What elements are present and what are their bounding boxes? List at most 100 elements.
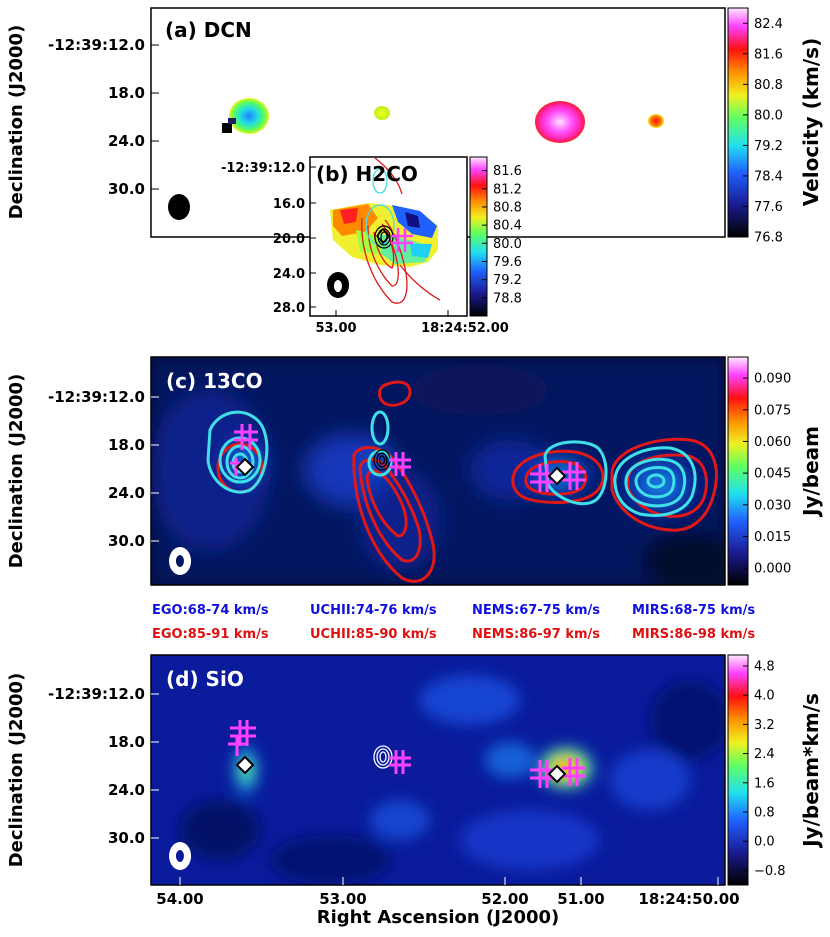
panel-d-beam (169, 842, 192, 870)
panel-c-colorbar (727, 356, 749, 586)
panel-b-yticks: -12:39:12.0 16.0 20.0 24.0 28.0 (221, 161, 316, 316)
panel-c-title: (c) 13CO (166, 369, 263, 393)
panel-d-emission (180, 675, 725, 885)
panel-c-ytick: 30.0 (108, 532, 145, 550)
colorbar-tick-label: 0.015 (754, 530, 791, 545)
panel-d: (d) SiO -12:39:12.0 18.0 24.0 30.0 54.00… (6, 654, 823, 928)
panel-a-ytick: 30.0 (108, 180, 145, 198)
panel-d-diamond-ego (235, 755, 255, 775)
panel-c-diamond-ego (235, 457, 255, 477)
panel-d-xtick: 53.00 (319, 890, 366, 908)
panel-b-xtick: 53.00 (315, 321, 356, 336)
panel-c-colorbar-label: Jy/beam (799, 426, 823, 518)
panel-d-xticks: 54.00 53.00 52.00 51.00 18:24:50.00 (156, 877, 740, 908)
colorbar-tick-label: 0.0 (754, 835, 775, 850)
vel-red-mirs: MIRS:86-98 km/s (632, 627, 755, 642)
panel-d-title: (d) SiO (166, 667, 244, 691)
panel-c-contours-cyan (206, 410, 697, 517)
colorbar-tick-label: 79.6 (493, 255, 522, 270)
colorbar-tick-label: 0.8 (754, 805, 775, 820)
colorbar-tick-label: 0.000 (754, 562, 791, 577)
panel-c-ytick: 24.0 (108, 484, 145, 502)
vel-blue-nems: NEMS:67-75 km/s (472, 603, 600, 618)
colorbar-tick-label: 0.060 (754, 435, 791, 450)
panel-a-emission (222, 98, 664, 143)
panel-c-beam (169, 547, 192, 575)
colorbar-tick-label: 80.0 (493, 237, 522, 252)
vel-blue-uchii: UCHII:74-76 km/s (310, 603, 437, 618)
colorbar-tick-label: 81.6 (754, 47, 783, 62)
panel-c-colorbar-ticks: 0.090 0.075 0.060 0.045 0.030 0.015 0.000 (743, 372, 791, 577)
panel-a-yticks: -12:39:12.0 18.0 24.0 30.0 (48, 36, 159, 198)
panel-d-xtick: 51.00 (557, 890, 604, 908)
colorbar-tick-label: 4.8 (754, 659, 775, 674)
panel-c-emission (151, 357, 725, 585)
panel-b-markers (391, 228, 413, 252)
panel-b-colorbar (469, 156, 488, 317)
panel-c-markers (230, 424, 586, 492)
panel-d-colorbar (727, 654, 749, 886)
colorbar-tick-label: 80.4 (493, 219, 522, 234)
velocity-legend: EGO:68-74 km/s UCHII:74-76 km/s NEMS:67-… (152, 603, 755, 642)
dcn-source-uchii (374, 106, 390, 120)
panel-d-frame (150, 654, 726, 886)
dcn-black-pixels (222, 123, 232, 133)
panel-d-diamond-nems (547, 764, 567, 784)
panel-d-xtick: 18:24:50.00 (638, 890, 739, 908)
colorbar-tick-label: 80.0 (754, 108, 783, 123)
panel-b-ytick: -12:39:12.0 (221, 161, 305, 176)
panel-b-beam (327, 272, 350, 298)
panel-a-colorbar-label: Velocity (km/s) (799, 38, 823, 206)
colorbar-tick-label: 0.045 (754, 467, 791, 482)
panel-b-colorbar-ticks: 81.6 81.2 80.8 80.4 80.0 79.6 79.2 78.8 (482, 164, 522, 306)
panel-d-xlabel: Right Ascension (J2000) (317, 907, 560, 928)
panel-b-xticks: 53.00 18:24:52.00 (315, 310, 509, 336)
panel-b: (b) H2CO -12:39:12.0 16.0 20.0 24.0 28.0… (221, 156, 522, 336)
panel-a-title: (a) DCN (165, 18, 252, 42)
colorbar-tick-label: 0.090 (754, 372, 791, 387)
colorbar-tick-label: 80.8 (754, 78, 783, 93)
colorbar-tick-label: 1.6 (754, 776, 775, 791)
panel-d-markers (228, 720, 586, 788)
vel-red-uchii: UCHII:85-90 km/s (310, 627, 437, 642)
dcn-source-ego (229, 98, 269, 134)
colorbar-tick-label: 0.075 (754, 403, 791, 418)
colorbar-tick-label: 82.4 (754, 17, 783, 32)
colorbar-tick-label: 76.8 (754, 231, 783, 246)
colorbar-tick-label: 4.0 (754, 689, 775, 704)
colorbar-tick-label: −0.8 (754, 864, 786, 879)
colorbar-tick-label: 79.2 (754, 139, 783, 154)
colorbar-tick-label: 3.2 (754, 718, 775, 733)
vel-blue-ego: EGO:68-74 km/s (152, 603, 269, 618)
colorbar-tick-label: 0.030 (754, 498, 791, 513)
dcn-source-mirs (648, 114, 664, 128)
panel-c-frame (150, 356, 726, 586)
panel-c-ytick: -12:39:12.0 (48, 388, 145, 406)
panel-c: (c) 13CO -12:39:12.0 18.0 24.0 30.0 Decl… (6, 356, 823, 586)
colorbar-tick-label: 2.4 (754, 747, 775, 762)
colorbar-tick-label: 81.2 (493, 182, 522, 197)
panel-b-diamond-marker (376, 227, 390, 245)
panel-b-contours-cyan (365, 168, 395, 246)
colorbar-tick-label: 77.6 (754, 200, 783, 215)
colorbar-tick-label: 80.8 (493, 200, 522, 215)
panel-d-ytick: 18.0 (108, 733, 145, 751)
dcn-source-nems (535, 101, 585, 143)
panel-c-ytick: 18.0 (108, 436, 145, 454)
panel-a-ylabel: Declination (J2000) (6, 25, 27, 220)
panel-c-ylabel: Declination (J2000) (6, 374, 27, 569)
panel-a-ytick: 18.0 (108, 84, 145, 102)
panel-c-yticks: -12:39:12.0 18.0 24.0 30.0 (48, 388, 159, 550)
vel-red-ego: EGO:85-91 km/s (152, 627, 269, 642)
panel-a-beam (168, 194, 190, 220)
panel-d-ylabel: Declination (J2000) (6, 673, 27, 868)
panel-b-ytick: 28.0 (273, 301, 305, 316)
panel-d-ytick: -12:39:12.0 (48, 685, 145, 703)
panel-d-colorbar-label: Jy/beam*km/s (799, 693, 823, 849)
panel-d-ytick: 30.0 (108, 829, 145, 847)
vel-red-nems: NEMS:86-97 km/s (472, 627, 600, 642)
colorbar-tick-label: 78.4 (754, 169, 783, 184)
panel-a-colorbar-ticks: 82.4 81.6 80.8 80.0 79.2 78.4 77.6 76.8 (743, 17, 783, 246)
panel-a-colorbar (727, 7, 749, 238)
panel-d-xtick: 54.00 (156, 890, 203, 908)
